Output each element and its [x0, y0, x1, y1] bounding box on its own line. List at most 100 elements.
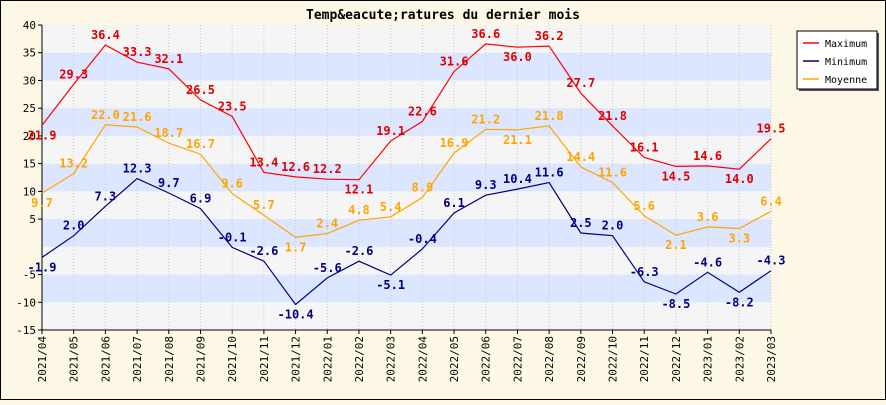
plot-band — [42, 219, 771, 247]
data-label: 3.3 — [728, 232, 750, 246]
data-label: 27.7 — [566, 76, 595, 90]
data-label: 29.3 — [59, 67, 88, 81]
data-label: 14.5 — [661, 169, 690, 183]
y-tick-label: 15 — [23, 158, 36, 171]
plot-band — [42, 135, 771, 164]
series-line-minimum — [41, 177, 772, 306]
axes — [41, 25, 771, 331]
x-tick-label: 2023/01 — [702, 336, 715, 382]
x-axis-ticks: 2021/04 2021/05 2021/06 2021/07 2021/08 2021/… — [36, 330, 778, 382]
x-tick-label: 2022/09 — [575, 336, 588, 382]
data-label: 14.0 — [725, 172, 754, 186]
x-tick-label: 2022/01 — [321, 336, 334, 382]
y-tick-label: 25 — [23, 102, 36, 115]
data-label: 16.7 — [186, 137, 215, 151]
data-label: -8.2 — [725, 295, 754, 309]
data-label: 21.6 — [123, 110, 152, 124]
data-label: 31.6 — [440, 55, 469, 69]
data-label: 6.4 — [760, 194, 782, 208]
y-tick-label: -10 — [16, 296, 36, 309]
x-tick-label: 2022/04 — [416, 336, 429, 383]
data-label: 8.9 — [412, 180, 434, 194]
data-label: 2.5 — [570, 216, 592, 230]
x-tick-label: 2021/05 — [68, 336, 81, 382]
data-label: 23.5 — [218, 100, 247, 114]
data-label: -5.6 — [313, 261, 342, 275]
data-label: 9.3 — [475, 178, 497, 192]
data-label: 16.1 — [630, 141, 659, 155]
x-tick-label: 2021/08 — [163, 336, 176, 382]
series-lines — [41, 43, 772, 306]
data-label: 33.3 — [123, 45, 152, 59]
data-label: 11.6 — [535, 165, 564, 179]
plot-bands — [42, 25, 771, 330]
data-label: 13.2 — [59, 157, 88, 171]
x-tick-label: 2023/02 — [733, 336, 746, 382]
data-label: -10.4 — [278, 307, 314, 321]
x-tick-label: 2021/12 — [290, 336, 303, 382]
y-tick-label: -5 — [23, 269, 36, 282]
data-label: 12.6 — [281, 160, 310, 174]
data-label: -5.1 — [376, 278, 405, 292]
x-tick-label: 2022/08 — [543, 336, 556, 382]
data-label: 32.1 — [154, 52, 183, 66]
data-label: 19.1 — [376, 124, 405, 138]
data-label: 2.1 — [665, 238, 687, 252]
data-label: 7.3 — [95, 189, 117, 203]
legend-label-moyenne: Moyenne — [825, 75, 867, 86]
data-label: 16.9 — [440, 136, 469, 150]
x-tick-label: 2022/03 — [385, 336, 398, 382]
x-tick-label: 2022/07 — [511, 336, 524, 382]
y-tick-label: 40 — [23, 19, 36, 32]
x-tick-label: 2022/12 — [670, 336, 683, 382]
data-label: -4.6 — [693, 255, 722, 269]
y-tick-label: 5 — [29, 213, 36, 226]
data-label: 22.6 — [408, 104, 437, 118]
data-label: 10.4 — [503, 172, 532, 186]
plot-band — [42, 191, 771, 220]
x-tick-label: 2022/10 — [607, 336, 620, 382]
plot-band — [42, 163, 771, 192]
series-line-maximum — [41, 43, 772, 181]
data-label: 14.4 — [566, 150, 595, 164]
data-label: 21.2 — [471, 112, 500, 126]
data-label: 11.6 — [598, 165, 627, 179]
legend-label-minimum: Minimum — [825, 57, 867, 68]
chart-title: Temp&eacute;ratures du dernier mois — [306, 8, 580, 23]
data-label: 2.4 — [316, 217, 338, 231]
data-label: 21.8 — [598, 109, 627, 123]
data-label: 12.3 — [123, 162, 152, 176]
data-label: 6.9 — [190, 192, 212, 206]
data-label: 12.1 — [345, 183, 374, 197]
data-label: -6.3 — [630, 265, 659, 279]
data-label: 14.6 — [693, 149, 722, 163]
legend-label-maximum: Maximum — [825, 39, 867, 50]
data-label: 3.6 — [697, 210, 719, 224]
x-tick-label: 2022/02 — [353, 336, 366, 382]
plot-band — [42, 25, 771, 53]
data-label: 5.7 — [253, 198, 275, 212]
data-label: 36.6 — [471, 27, 500, 41]
data-label: 2.0 — [63, 219, 85, 233]
legend: Maximum Minimum Moyenne — [796, 30, 879, 91]
data-label: 9.7 — [158, 176, 180, 190]
data-label: 1.7 — [285, 240, 307, 254]
data-label: 21.1 — [503, 133, 532, 147]
y-tick-label: 20 — [23, 130, 36, 143]
data-label: -1.9 — [28, 260, 57, 274]
data-label: -4.3 — [757, 254, 786, 268]
data-label: -0.4 — [408, 232, 437, 246]
data-label: -8.5 — [661, 297, 690, 311]
data-label: 9.6 — [221, 177, 243, 191]
data-label: 5.4 — [380, 200, 402, 214]
y-tick-label: 30 — [23, 74, 36, 87]
data-label: -2.6 — [345, 244, 374, 258]
series-line-moyenne — [41, 124, 772, 239]
data-label: 21.8 — [535, 109, 564, 123]
y-tick-label: -15 — [16, 324, 36, 337]
y-tick-label: 10 — [23, 185, 36, 198]
plot-band — [42, 302, 771, 330]
x-tick-label: 2021/07 — [131, 336, 144, 382]
